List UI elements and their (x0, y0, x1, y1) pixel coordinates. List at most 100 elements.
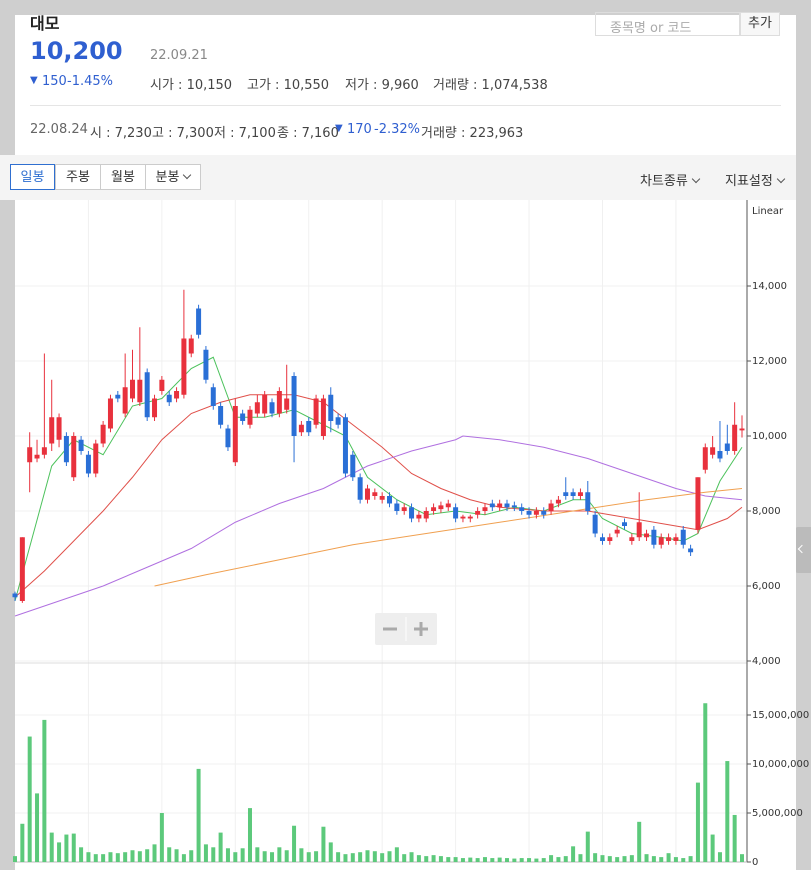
volume-bar (247, 808, 252, 862)
candle-body (313, 398, 319, 425)
candle-body (673, 537, 679, 541)
candle-body (511, 505, 517, 508)
search-input[interactable]: 종목명 or 코드 (595, 12, 740, 36)
volume-bar (468, 857, 473, 862)
candle-body (19, 537, 25, 601)
tab[interactable]: 주봉 (55, 164, 101, 190)
volume-bar (240, 848, 245, 862)
candle-body (387, 496, 393, 504)
volume-bar (703, 703, 708, 862)
volume-bar (189, 850, 194, 862)
label: 차트종류 (640, 174, 688, 189)
candle-body (137, 379, 143, 403)
label: 시 (90, 126, 102, 141)
down-arrow: ▼ (335, 123, 343, 134)
volume-bar (101, 854, 106, 862)
stat: 저가 : 9,960 (345, 78, 419, 93)
volume-bar (549, 855, 554, 862)
volume-bar (637, 821, 642, 862)
volume-bar (218, 832, 223, 862)
candle-body (416, 514, 422, 519)
volume-bar (358, 852, 363, 862)
tab[interactable]: 월봉 (100, 164, 146, 190)
volume-bar (527, 858, 532, 862)
stat: 종 : 7,160 (277, 126, 339, 141)
volume-bar (681, 858, 686, 862)
candle-body (504, 503, 510, 508)
candle-body (63, 436, 69, 463)
stat: 시 : 7,230 (90, 126, 152, 141)
volume-bar (49, 832, 54, 862)
volume-bar (13, 856, 17, 862)
volume-bar (71, 833, 76, 862)
candle-body (401, 507, 407, 511)
volume-bar (108, 852, 113, 862)
price: 10,200 (30, 37, 123, 65)
volume-bar (453, 857, 458, 862)
volume-bar (615, 857, 620, 862)
y-tick-label: 4,000 (752, 656, 781, 667)
y2-tick-label: 5,000,000 (752, 808, 803, 819)
volume-bar (673, 857, 678, 862)
volume-bar (314, 851, 319, 862)
stat: 고 : 7,300 (152, 126, 214, 141)
candle-body (732, 424, 738, 451)
tab[interactable]: 분봉 (145, 164, 201, 190)
candle-body (438, 505, 444, 510)
menu[interactable]: 차트종류 (640, 170, 701, 189)
volume-bar (409, 852, 414, 862)
candle-body (78, 439, 84, 451)
candle-body (519, 507, 525, 511)
candle-body (445, 503, 451, 508)
add-button[interactable]: 추가 (740, 12, 780, 36)
tab[interactable]: 일봉 (10, 164, 55, 190)
down-arrow: ▼ (30, 75, 38, 86)
candle-body (240, 413, 246, 421)
value: 7,300 (176, 126, 214, 141)
volume-bar (659, 857, 664, 862)
candle-body (460, 516, 466, 519)
date: 22.09.21 (150, 48, 208, 63)
value: 1,074,538 (481, 78, 548, 93)
volume-bar (57, 842, 62, 862)
volume-bar (262, 851, 267, 862)
candle-body (644, 533, 650, 538)
candle-body (210, 387, 216, 406)
candle-body (548, 503, 554, 511)
volume-bar (556, 857, 561, 862)
volume-bar (203, 844, 208, 862)
candle-body (298, 424, 304, 433)
volume-bar (571, 846, 576, 862)
volume-bar (306, 852, 311, 862)
volume-bar (402, 854, 407, 862)
candle-body (497, 503, 503, 508)
stat: 고가 : 10,550 (247, 78, 330, 93)
candle-body (489, 503, 495, 508)
candle-body (717, 451, 723, 459)
plot-bg (15, 200, 796, 870)
candle-body (159, 379, 165, 391)
candle-body (27, 447, 33, 463)
candle-body (12, 593, 18, 598)
volume-bar (372, 851, 377, 862)
label: 분봉 (155, 170, 180, 185)
candle-body (152, 398, 158, 418)
side-handle[interactable] (795, 527, 811, 573)
candle-body (453, 507, 459, 519)
volume-bar (534, 858, 539, 862)
volume-bar (387, 851, 392, 862)
volume-bar (321, 826, 326, 862)
ma-line (154, 488, 743, 587)
volume-bar (79, 847, 84, 862)
candle-body (541, 511, 547, 515)
volume-bar (20, 823, 25, 862)
candle-body (129, 379, 135, 399)
volume-bar (343, 854, 348, 862)
volume-bar (299, 848, 304, 862)
volume-bar (233, 852, 238, 862)
volume-bar (732, 814, 737, 862)
y-tick-label: 8,000 (752, 506, 781, 517)
zoom-controls[interactable] (375, 613, 437, 645)
menu[interactable]: 지표설정 (725, 170, 786, 189)
